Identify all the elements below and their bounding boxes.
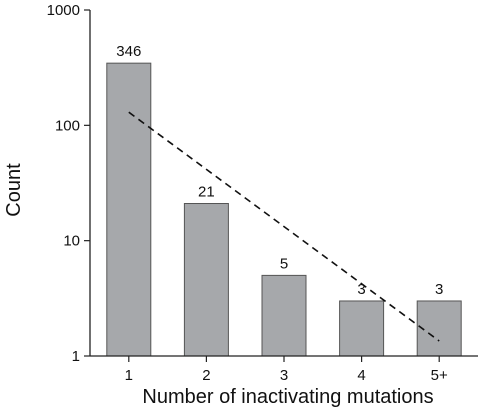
data-label: 346 xyxy=(116,43,141,60)
data-label: 3 xyxy=(357,281,365,298)
x-tick-label: 4 xyxy=(357,367,365,384)
trend-line xyxy=(128,111,440,342)
data-label: 3 xyxy=(435,281,443,298)
x-tick-label: 2 xyxy=(202,367,210,384)
bar xyxy=(416,300,462,357)
x-tick-label: 5+ xyxy=(431,367,448,384)
x-tick-label: 3 xyxy=(280,367,288,384)
bar xyxy=(106,62,152,357)
data-label: 21 xyxy=(198,184,215,201)
y-tick-label: 1 xyxy=(72,348,80,365)
bar xyxy=(339,300,385,357)
y-tick-label: 1000 xyxy=(47,2,80,19)
data-label: 5 xyxy=(280,255,288,272)
y-tick-label: 100 xyxy=(55,117,80,134)
bar xyxy=(183,203,229,357)
x-axis-title: Number of inactivating mutations xyxy=(142,386,433,408)
y-axis-title: Count xyxy=(3,163,25,217)
plot-area: 346 21 5 3 3 1 10 100 1000 1 2 3 4 5+ xyxy=(47,2,478,384)
bar xyxy=(261,274,307,357)
x-tick-label: 1 xyxy=(125,367,133,384)
y-tick-label: 10 xyxy=(63,233,80,250)
